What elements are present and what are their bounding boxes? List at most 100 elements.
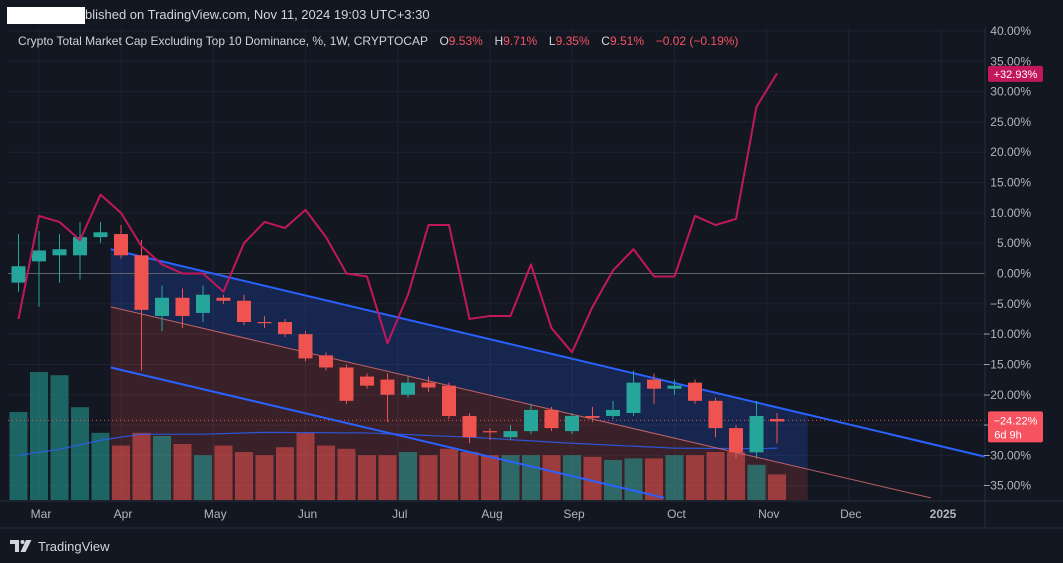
candle-body bbox=[401, 382, 415, 395]
volume-bar bbox=[747, 464, 766, 500]
y-axis-tick-label: 40.00% bbox=[990, 24, 1031, 38]
volume-bar bbox=[706, 452, 725, 500]
x-axis-tick-label: Sep bbox=[563, 507, 585, 521]
volume-bar bbox=[255, 455, 274, 500]
candle-body bbox=[360, 376, 374, 386]
volume-bar bbox=[337, 448, 356, 500]
candle-body bbox=[237, 300, 251, 323]
candle-body bbox=[93, 232, 108, 238]
legend-low-label: L bbox=[548, 34, 556, 48]
y-axis-tick-label: −15.00% bbox=[983, 357, 1031, 371]
y-axis-tick-label: 25.00% bbox=[990, 115, 1031, 129]
candle-body bbox=[421, 382, 436, 388]
volume-bar bbox=[645, 458, 663, 500]
candle-body bbox=[196, 294, 210, 313]
candle-body bbox=[278, 322, 292, 335]
channel-mid-line bbox=[110, 306, 931, 499]
candle-body bbox=[155, 297, 169, 316]
performance-axis-label-bg bbox=[988, 65, 1043, 82]
tradingview-logo-icon bbox=[10, 540, 32, 552]
y-axis-tick-label: 10.00% bbox=[990, 206, 1031, 220]
y-axis-tick-label: −35.00% bbox=[983, 479, 1031, 493]
legend-open-label: O bbox=[439, 34, 449, 48]
y-axis-tick-label: 35.00% bbox=[990, 54, 1031, 68]
volume-bar bbox=[501, 455, 520, 500]
candle-body bbox=[708, 400, 723, 429]
legend-title: Crypto Total Market Cap Excluding Top 10… bbox=[18, 34, 428, 48]
candle-body bbox=[298, 334, 313, 359]
volume-bar bbox=[173, 444, 192, 500]
volume-bar bbox=[132, 432, 151, 500]
volume-bar bbox=[727, 452, 745, 500]
volume-bar bbox=[358, 455, 376, 500]
candle-body bbox=[257, 322, 272, 324]
candle-body bbox=[442, 385, 456, 416]
volume-bar bbox=[317, 445, 335, 500]
candle-body bbox=[175, 297, 190, 316]
candle-body bbox=[524, 409, 538, 432]
legend-change-value: −0.02 (−0.19%) bbox=[655, 34, 739, 48]
x-axis-tick-label: Oct bbox=[667, 507, 686, 521]
legend-low-value: 9.35% bbox=[555, 34, 590, 48]
volume-bar bbox=[50, 375, 69, 500]
candle-body bbox=[647, 379, 661, 389]
volume-bar bbox=[563, 455, 581, 500]
candle-body bbox=[749, 415, 764, 453]
bar-countdown-label: 6d 9h bbox=[994, 429, 1022, 441]
legend-open-value: 9.53% bbox=[448, 34, 483, 48]
y-axis-tick-label: 5.00% bbox=[997, 236, 1031, 250]
y-axis-tick-label: 15.00% bbox=[990, 176, 1031, 190]
volume-bar bbox=[604, 460, 622, 500]
candle-body bbox=[688, 382, 702, 401]
legend-close-label: C bbox=[601, 34, 610, 48]
candle-body bbox=[134, 255, 149, 310]
plot-area[interactable] bbox=[8, 28, 992, 500]
volume-ma-line bbox=[18, 431, 778, 456]
candle-body bbox=[606, 409, 620, 416]
volume-bar bbox=[419, 455, 438, 500]
x-axis-tick-label: Dec bbox=[840, 507, 861, 521]
volume-bar bbox=[768, 474, 786, 500]
candle-body bbox=[380, 379, 395, 395]
volume-bar bbox=[542, 455, 561, 500]
volume-bar bbox=[481, 455, 499, 500]
x-axis-tick-label: Aug bbox=[481, 507, 502, 521]
candle-body bbox=[503, 431, 518, 438]
candle-body bbox=[216, 297, 231, 301]
candle-body bbox=[319, 355, 333, 368]
volume-bar bbox=[583, 456, 602, 500]
volume-bar bbox=[9, 412, 28, 500]
x-axis-tick-label: Mar bbox=[31, 507, 52, 521]
candle-body bbox=[585, 415, 600, 418]
candle-body bbox=[114, 234, 128, 256]
volume-bar bbox=[153, 436, 171, 500]
channel-lower-line bbox=[110, 366, 665, 499]
current-price-label-bg bbox=[988, 411, 1043, 443]
volume-bar bbox=[665, 455, 684, 500]
legend-close-value: 9.51% bbox=[609, 34, 644, 48]
y-axis-tick-label: −20.00% bbox=[983, 388, 1031, 402]
tradingview-branding[interactable]: TradingView bbox=[10, 538, 110, 554]
candle-body bbox=[565, 415, 579, 432]
volume-bar bbox=[399, 452, 417, 500]
y-axis-tick-label: −5.00% bbox=[990, 297, 1031, 311]
candle-body bbox=[32, 250, 46, 262]
volume-bar bbox=[296, 432, 315, 500]
y-axis-tick-label: 0.00% bbox=[997, 267, 1031, 281]
candle-body bbox=[339, 367, 354, 401]
volume-bar bbox=[30, 372, 48, 500]
volume-bar bbox=[71, 407, 89, 500]
volume-bar bbox=[686, 455, 704, 500]
x-axis-tick-label: Jul bbox=[392, 507, 407, 521]
y-axis-tick-label: −10.00% bbox=[983, 327, 1031, 341]
performance-axis-label: +32.93% bbox=[994, 69, 1038, 81]
candle-body bbox=[52, 249, 67, 256]
volume-bar bbox=[378, 455, 397, 500]
current-price-label: −24.22% bbox=[994, 415, 1038, 427]
volume-bar bbox=[214, 445, 233, 500]
tradingview-brand-text: TradingView bbox=[38, 538, 110, 554]
candle-body bbox=[73, 237, 87, 256]
volume-bar bbox=[91, 432, 110, 500]
candle-body bbox=[667, 385, 682, 389]
